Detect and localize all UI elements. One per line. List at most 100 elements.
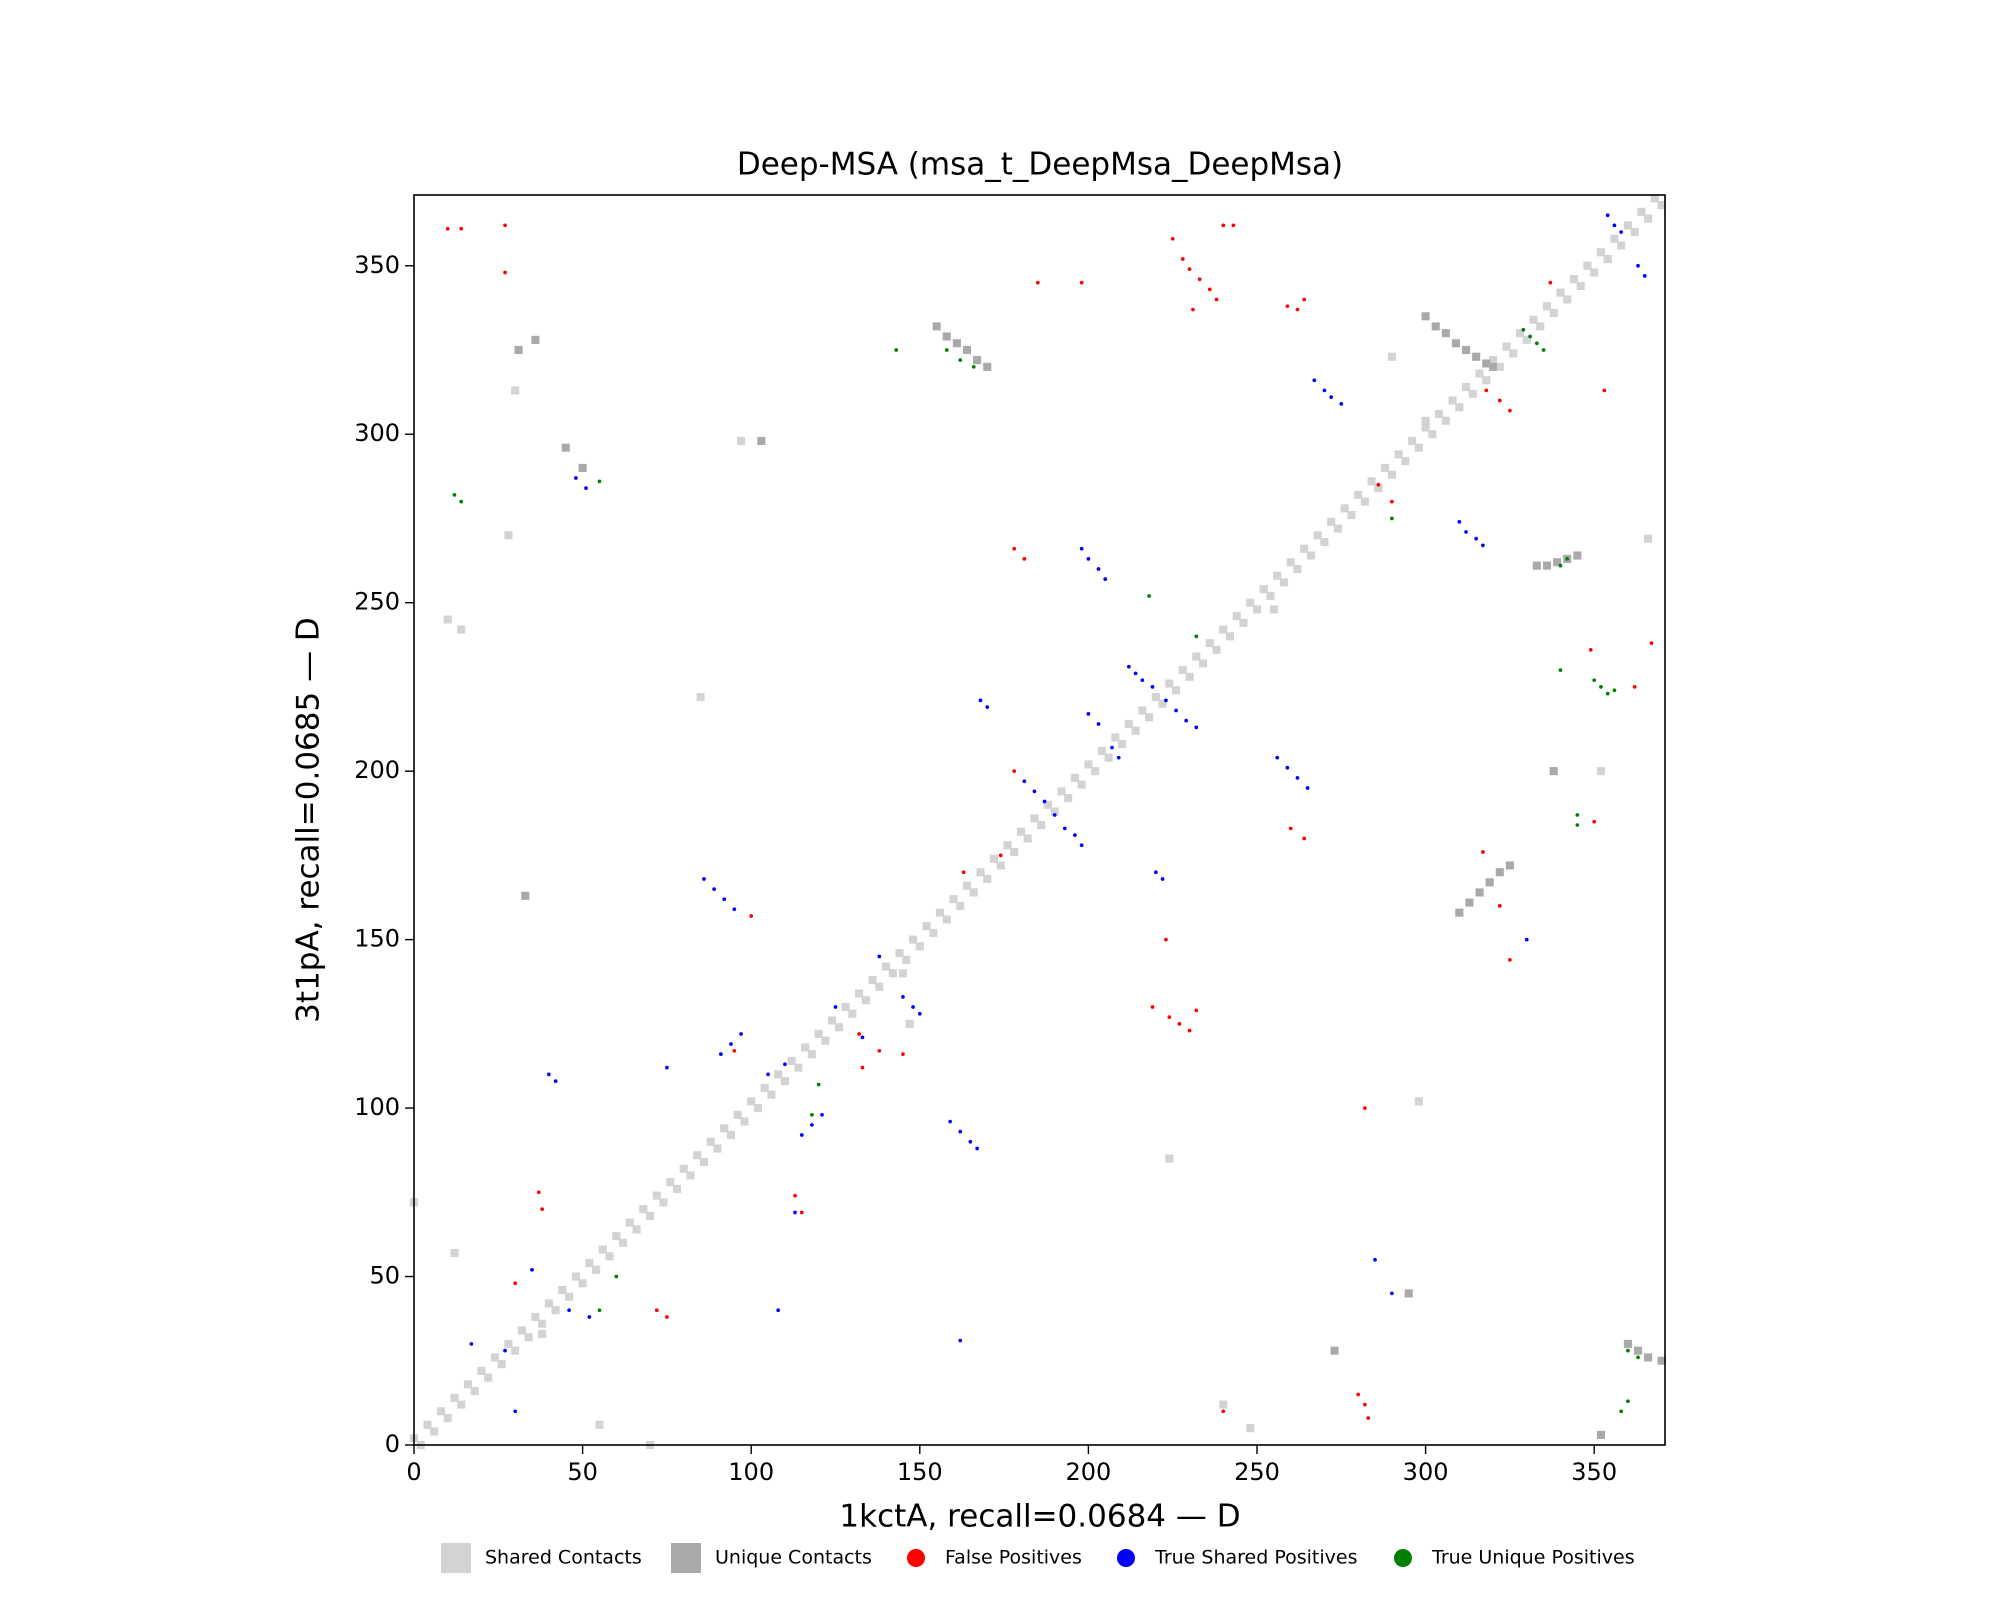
contact-point (1612, 223, 1617, 228)
contact-point (799, 1210, 804, 1215)
contact-point (1167, 1015, 1172, 1019)
contact-point (833, 1005, 838, 1009)
contact-point (739, 1032, 743, 1036)
contact-point (1042, 799, 1047, 804)
contact-cell (1273, 571, 1282, 580)
contact-point (860, 1035, 865, 1040)
contact-cell (1387, 470, 1396, 479)
contact-point (1592, 678, 1597, 683)
contact-point (1012, 546, 1017, 551)
contact-cell (1515, 329, 1525, 338)
contact-cell (1381, 463, 1390, 472)
contact-point (860, 1065, 865, 1070)
contact-cell (794, 1063, 803, 1072)
contact-cell (1192, 652, 1201, 661)
contact-point (513, 1281, 518, 1286)
contact-cell (1495, 868, 1504, 877)
contact-cell (1657, 1356, 1666, 1365)
contact-cell (1644, 1353, 1653, 1362)
contact-cell (801, 1043, 810, 1052)
contact-cell (1212, 645, 1221, 654)
contact-cell (1057, 787, 1066, 796)
contact-point (799, 1133, 804, 1137)
contact-cell (855, 989, 864, 998)
contact-point (958, 1129, 963, 1134)
contact-point (729, 1042, 733, 1046)
contact-point (1079, 546, 1084, 551)
contact-cell (706, 1137, 715, 1146)
contact-point (665, 1315, 669, 1319)
contact-point (1366, 1416, 1371, 1420)
contact-point (573, 476, 578, 480)
contact-point (1612, 688, 1617, 693)
contact-cell (666, 1178, 675, 1187)
y-tick-label: 250 (354, 588, 400, 616)
contact-point (1160, 877, 1165, 881)
contact-point (1110, 745, 1114, 750)
contact-cell (1563, 295, 1572, 304)
contact-point (1484, 388, 1489, 393)
contact-cell (713, 1144, 722, 1153)
contact-cell (1354, 490, 1363, 499)
contact-point (1508, 408, 1512, 413)
contact-cell (1360, 497, 1369, 506)
contact-point (1457, 519, 1462, 524)
contact-point (1062, 826, 1067, 831)
contact-cell (1421, 416, 1430, 425)
contact-cell (1502, 342, 1511, 351)
contact-cell (1475, 369, 1484, 378)
contact-cell (1532, 561, 1541, 570)
contact-point (1079, 843, 1084, 848)
contact-point (1207, 287, 1212, 292)
contact-cell (1644, 214, 1653, 223)
contact-point (1285, 765, 1290, 770)
contact-cell (612, 1232, 621, 1241)
contact-cell (605, 1252, 614, 1261)
contact-cell (1455, 908, 1464, 917)
contact-cell (1010, 847, 1019, 857)
contact-point (1464, 530, 1468, 534)
contact-cell (672, 1184, 682, 1193)
contact-point (597, 1308, 602, 1313)
contact-cell (1465, 898, 1474, 907)
contact-point (793, 1210, 797, 1215)
contact-point (978, 698, 983, 703)
contact-point (1194, 1008, 1199, 1013)
contact-point (1599, 685, 1603, 689)
contact-cell (521, 891, 530, 900)
contact-point (1339, 402, 1344, 406)
contact-cell (909, 935, 918, 944)
contact-point (1481, 850, 1485, 854)
contact-cell (1485, 878, 1494, 887)
contact-point (901, 1052, 905, 1057)
contact-point (665, 1065, 669, 1070)
contact-cell (787, 1056, 796, 1065)
contact-cell (619, 1238, 628, 1247)
contact-point (1140, 678, 1145, 683)
contact-cell (1590, 268, 1599, 277)
contact-point (820, 1112, 824, 1117)
contact-point (911, 1005, 915, 1009)
x-tick-label: 50 (567, 1458, 598, 1486)
contact-cell (962, 881, 972, 890)
contact-cell (450, 1248, 459, 1257)
contact-point (1602, 388, 1607, 393)
contact-point (1588, 647, 1593, 652)
contact-point (1558, 563, 1563, 568)
contact-cell (1401, 457, 1410, 466)
contact-cell (578, 1279, 587, 1288)
contact-cell (942, 915, 951, 924)
contact-cell (538, 1329, 547, 1338)
contact-cell (1603, 254, 1612, 264)
contact-point (1295, 776, 1300, 780)
contact-cell (1482, 359, 1491, 368)
contact-cell (504, 531, 513, 540)
x-tick-label: 300 (1403, 1458, 1449, 1486)
contact-cell (1367, 477, 1376, 486)
contact-cell (828, 1016, 837, 1025)
chart-title: Deep-MSA (msa_t_DeepMsa_DeepMsa) (737, 147, 1343, 183)
contact-cell (1205, 639, 1214, 648)
y-tick-label: 100 (354, 1093, 400, 1121)
contact-cell (1488, 362, 1498, 371)
contact-cell (1421, 312, 1430, 321)
